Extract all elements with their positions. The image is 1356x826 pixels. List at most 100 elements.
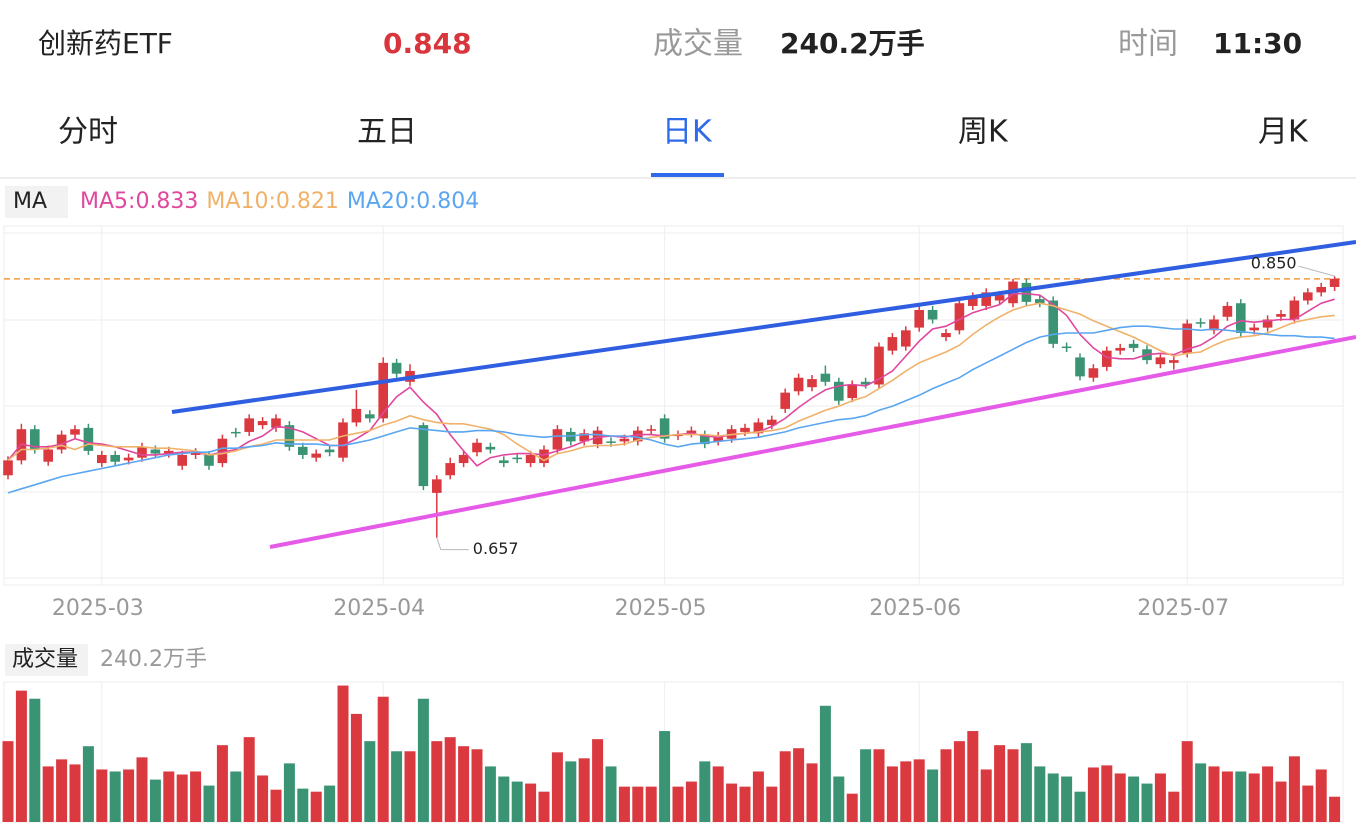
candle-body (901, 330, 911, 347)
tab[interactable]: 月K (1258, 115, 1309, 150)
volume-bar (739, 786, 751, 822)
volume-bar (270, 789, 282, 822)
volume-bar (310, 791, 322, 822)
volume-bar (136, 757, 148, 822)
tab[interactable]: 周K (958, 115, 1009, 150)
tab[interactable]: 五日 (357, 115, 417, 150)
candle-body (311, 453, 321, 458)
volume-bar (364, 741, 376, 822)
candle-body (860, 381, 871, 385)
candle-body (1061, 346, 1072, 349)
annotation-leader (1298, 265, 1335, 277)
volume-bar (1154, 773, 1166, 822)
candle-body (298, 446, 308, 455)
ma-label-box (5, 186, 68, 218)
volume-bar (257, 775, 269, 822)
candle-body (418, 425, 429, 487)
volume-bar (109, 771, 121, 822)
volume-bar (283, 763, 295, 822)
volume-bar (752, 771, 764, 822)
volume-bar (592, 739, 604, 822)
volume-bar (203, 785, 215, 822)
volume-bar (994, 745, 1006, 822)
volume-bar (1087, 767, 1099, 822)
candle-body (1169, 360, 1179, 363)
candle-body (257, 421, 268, 426)
volume-bar (458, 746, 470, 822)
volume-bar (484, 766, 496, 822)
volume-bar (149, 779, 161, 822)
candle-body (941, 333, 951, 338)
volume-label: 成交量 (653, 27, 743, 62)
volume-bar (230, 771, 242, 822)
volume-bar (1221, 771, 1233, 822)
candle-body (1289, 300, 1300, 320)
volume-bar (645, 786, 657, 822)
volume-bar (29, 698, 41, 822)
candle-body (1155, 357, 1166, 365)
volume-bar (69, 764, 81, 822)
annotation-label: 0.850 (1251, 254, 1297, 273)
candle-body (740, 427, 750, 432)
candle-body (1035, 299, 1045, 304)
volume-bar (1047, 773, 1059, 822)
candle-body (887, 337, 898, 351)
volume-bar (913, 759, 925, 822)
volume-bar (1034, 766, 1046, 822)
volume-bar (404, 751, 416, 822)
candle-body (1249, 327, 1259, 331)
candle-body (780, 392, 790, 409)
candle-body (1088, 368, 1099, 378)
candle-body (1048, 300, 1058, 344)
volume-bar (766, 786, 778, 822)
candle-body (378, 362, 388, 419)
candle-body (1209, 319, 1219, 331)
candle-body (70, 429, 80, 435)
candle-body (1075, 357, 1085, 377)
candle-body (177, 454, 187, 466)
legend-title: MA (13, 189, 47, 214)
volume-bar (846, 793, 858, 822)
candle-body (137, 446, 147, 458)
volume-bar (819, 705, 831, 822)
time: 11:30 (1213, 27, 1302, 60)
volume-bar (685, 781, 697, 822)
ma-line (7, 325, 1335, 494)
candle-body (552, 429, 563, 450)
volume-bar (1329, 796, 1341, 822)
volume-bar (1302, 785, 1314, 822)
plot (2, 226, 1343, 822)
header: 创新药ETF 0.848 成交量 240.2万手 时间 11:30 (38, 27, 1302, 62)
tab[interactable]: 分时 (58, 115, 118, 150)
candle-body (753, 422, 764, 434)
volume-bar (498, 776, 510, 822)
volume-bar (1074, 791, 1086, 822)
volume-title: 成交量 (12, 647, 78, 672)
volume-label-box (5, 644, 88, 676)
volume-bar (1007, 749, 1019, 822)
volume-bar (618, 786, 630, 822)
candle-body (1102, 350, 1112, 367)
volume: 240.2万手 (780, 27, 925, 60)
candle-body (700, 434, 710, 445)
trend-line-upper (171, 240, 1356, 414)
volume-bar (672, 786, 684, 822)
volume-bar (176, 774, 188, 822)
candle-body (43, 449, 53, 462)
candle-body (1182, 323, 1192, 354)
annotation-leader (436, 537, 469, 551)
volume-bar (123, 769, 135, 822)
volume-bar (632, 786, 644, 822)
volume-bar (900, 761, 912, 822)
tabs: 分时 五日 日K 周K 月K (58, 115, 1309, 177)
volume-bar (444, 737, 456, 822)
volume-bar (525, 783, 537, 822)
candle-body (834, 381, 844, 401)
candle-body (807, 379, 817, 388)
volume-bar (1248, 773, 1260, 822)
tab-underline (651, 173, 724, 177)
candle-body (512, 457, 522, 460)
candle-body (458, 454, 469, 464)
volume-bar (243, 737, 255, 822)
tab[interactable]: 日K (662, 115, 713, 150)
